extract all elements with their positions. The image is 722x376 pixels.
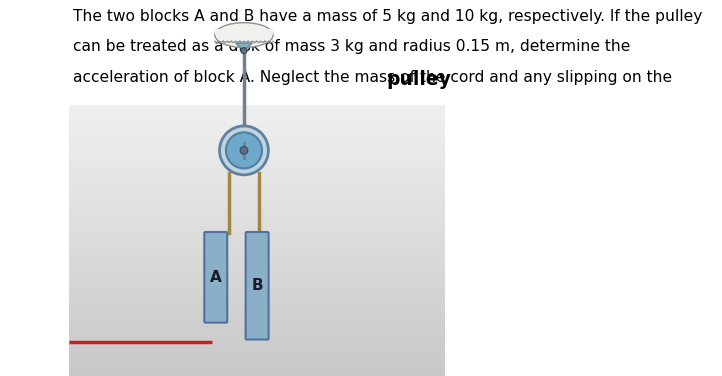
Bar <box>69 364 445 370</box>
FancyBboxPatch shape <box>245 232 269 340</box>
Bar <box>69 150 445 157</box>
Bar <box>69 301 445 307</box>
Bar <box>69 307 445 313</box>
Bar <box>69 282 445 288</box>
Bar <box>69 332 445 338</box>
Bar <box>69 157 445 163</box>
Bar <box>69 188 445 194</box>
Bar <box>69 0 445 6</box>
Bar <box>69 338 445 345</box>
Bar <box>69 56 445 63</box>
Bar <box>69 119 445 125</box>
Bar <box>69 313 445 320</box>
Bar <box>69 25 445 31</box>
Bar <box>69 6 445 12</box>
Bar <box>69 326 445 332</box>
Bar <box>69 320 445 326</box>
Bar <box>69 345 445 351</box>
Circle shape <box>240 147 248 154</box>
Text: acceleration of block A. Neglect the mass of the cord and any slipping on the: acceleration of block A. Neglect the mas… <box>73 70 672 85</box>
Text: can be treated as a disk of mass 3 kg and radius 0.15 m, determine the: can be treated as a disk of mass 3 kg an… <box>73 39 630 55</box>
Bar <box>69 138 445 144</box>
Bar <box>69 63 445 69</box>
Bar <box>69 12 445 19</box>
Bar <box>69 88 445 94</box>
Bar <box>69 232 445 238</box>
Bar <box>69 169 445 176</box>
Bar <box>69 270 445 276</box>
Bar <box>69 288 445 294</box>
Bar <box>69 257 445 263</box>
Circle shape <box>241 48 247 54</box>
Bar <box>69 144 445 150</box>
Bar <box>69 370 445 376</box>
Bar <box>69 75 445 82</box>
Bar <box>69 125 445 132</box>
Bar <box>69 276 445 282</box>
Bar <box>69 50 445 56</box>
Bar <box>69 0 445 105</box>
Bar <box>69 200 445 207</box>
Bar <box>69 132 445 138</box>
Bar <box>69 238 445 244</box>
Bar <box>69 263 445 270</box>
Ellipse shape <box>215 23 273 47</box>
Bar <box>69 113 445 119</box>
Bar <box>69 207 445 213</box>
Text: pulley: pulley <box>387 70 452 89</box>
Bar <box>69 19 445 25</box>
Bar <box>69 219 445 226</box>
Bar <box>69 194 445 200</box>
Bar <box>69 251 445 257</box>
Bar <box>69 82 445 88</box>
Bar <box>69 244 445 251</box>
Bar <box>69 100 445 106</box>
Bar <box>69 357 445 364</box>
Bar <box>69 106 445 113</box>
Text: B: B <box>251 278 263 293</box>
FancyBboxPatch shape <box>204 232 227 323</box>
Circle shape <box>219 126 269 175</box>
Bar <box>215 29 273 35</box>
Bar <box>69 213 445 219</box>
Bar <box>69 94 445 100</box>
Polygon shape <box>235 43 252 51</box>
Bar <box>69 69 445 75</box>
Bar <box>69 294 445 301</box>
Circle shape <box>226 132 262 168</box>
Bar <box>69 226 445 232</box>
Bar <box>69 182 445 188</box>
Bar <box>69 176 445 182</box>
Bar <box>69 44 445 50</box>
Bar <box>69 38 445 44</box>
Text: The two blocks A and B have a mass of 5 kg and 10 kg, respectively. If the pulle: The two blocks A and B have a mass of 5 … <box>73 9 703 24</box>
Text: A: A <box>210 270 222 285</box>
Bar <box>69 31 445 38</box>
Bar <box>69 351 445 357</box>
Bar <box>69 163 445 169</box>
